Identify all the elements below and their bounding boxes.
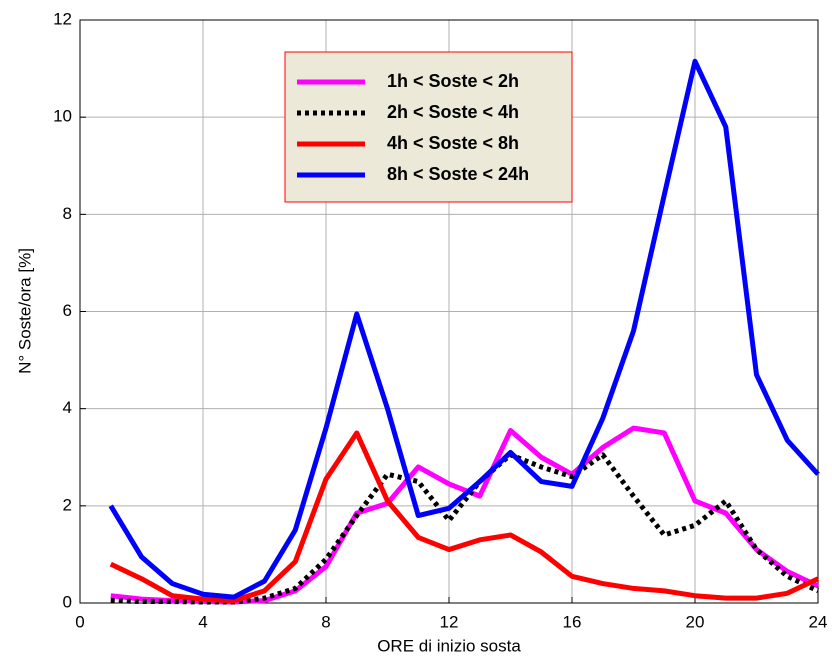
x-tick-label: 20 [686,612,705,631]
x-axis-label: ORE di inizio sosta [377,636,521,655]
series-line [110,452,820,605]
y-tick-label: 2 [63,495,72,514]
legend-label: 8h < Soste < 24h [387,164,529,184]
legend-label: 1h < Soste < 2h [387,71,519,91]
x-tick-label: 0 [75,612,84,631]
x-tick-label: 16 [563,612,582,631]
series-line [109,430,820,604]
y-tick-label: 10 [53,107,72,126]
legend-label: 2h < Soste < 4h [387,102,519,122]
x-tick-label: 8 [321,612,330,631]
y-tick-label: 0 [63,592,72,611]
y-tick-label: 12 [53,9,72,28]
y-tick-label: 8 [63,204,72,223]
x-tick-label: 12 [440,612,459,631]
y-tick-label: 6 [63,301,72,320]
y-axis-label: N° Soste/ora [%] [15,248,34,374]
legend-label: 4h < Soste < 8h [387,133,519,153]
y-tick-label: 4 [63,398,72,417]
plot-frame [79,19,819,604]
x-tick-label: 4 [198,612,207,631]
series-line [108,58,820,600]
x-tick-label: 24 [809,612,828,631]
